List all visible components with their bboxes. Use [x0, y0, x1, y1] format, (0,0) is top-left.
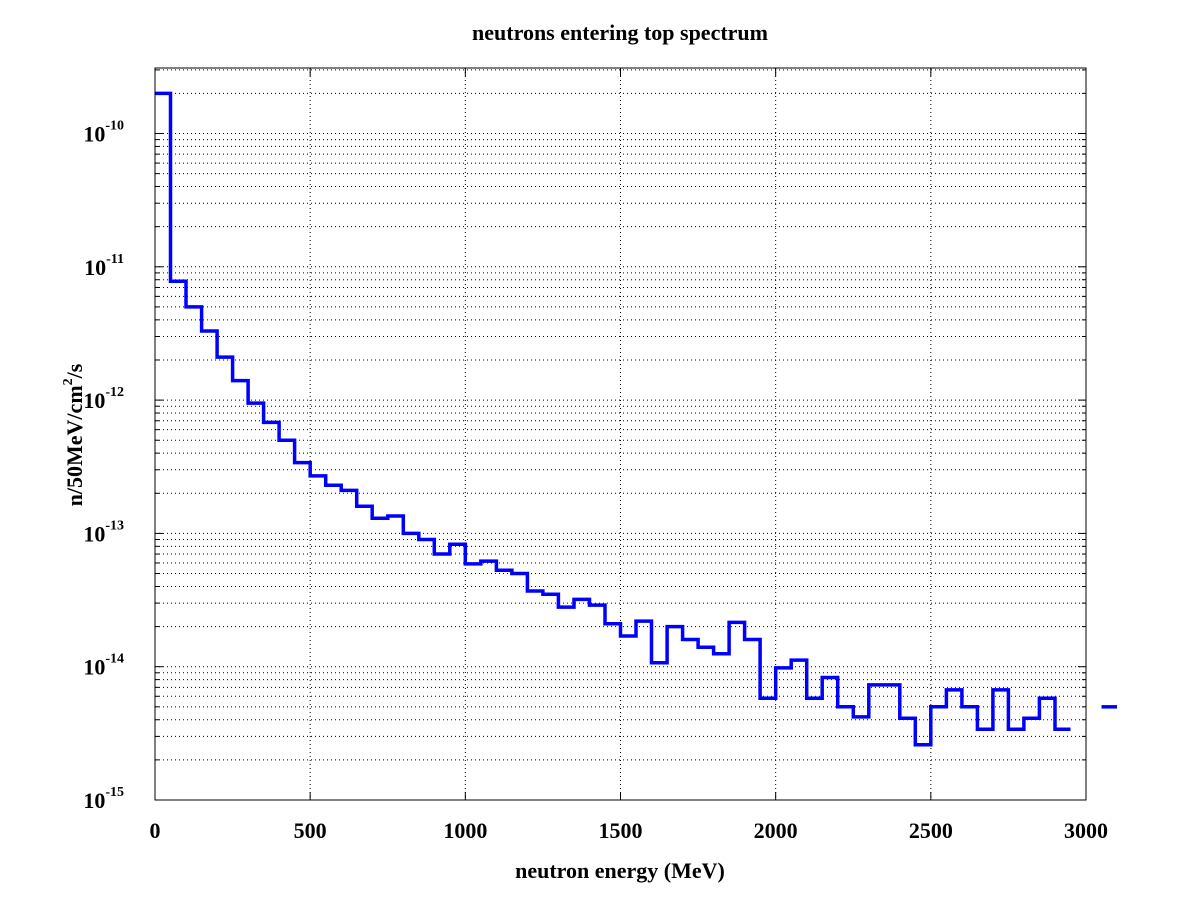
y-tick-label: 10-10	[83, 119, 124, 147]
y-axis-label: n/50MeV/cm2/s	[61, 363, 87, 506]
y-tick-base: 10	[83, 655, 105, 680]
y-tick-base: 10	[83, 521, 105, 546]
y-tick-exponent: -10	[105, 119, 124, 134]
plot-area	[155, 68, 1086, 800]
y-tick-base: 10	[84, 255, 106, 280]
x-tick-label: 2000	[754, 818, 798, 843]
y-tick-base: 10	[83, 388, 105, 413]
y-tick-base: 10	[83, 122, 105, 147]
y-tick-label: 10-11	[84, 252, 124, 280]
y-axis-label-exponent: 2	[61, 378, 76, 385]
y-tick-label: 10-13	[83, 518, 124, 546]
series-layer	[155, 91, 1071, 747]
x-tick-label: 1000	[443, 818, 487, 843]
series-histogram-line	[155, 91, 1071, 747]
x-tick-label: 0	[150, 818, 161, 843]
y-tick-label: 10-12	[83, 385, 124, 413]
y-tick-exponent: -13	[105, 518, 124, 533]
y-tick-exponent: -12	[105, 385, 124, 400]
x-tick-label: 500	[294, 818, 327, 843]
y-tick-exponent: -11	[106, 252, 124, 267]
y-tick-label: 10-15	[83, 785, 124, 813]
y-axis-label-suffix: /s	[62, 363, 87, 379]
y-axis-label-main: n/50MeV/cm	[62, 385, 87, 506]
x-tick-labels: 0 500 1000 1500 2000 2500 3000	[150, 818, 1109, 843]
chart-title: neutrons entering top spectrum	[472, 20, 768, 45]
x-tick-label: 2500	[909, 818, 953, 843]
y-tick-base: 10	[83, 788, 105, 813]
x-tick-label: 1500	[599, 818, 643, 843]
y-tick-exponent: -15	[105, 785, 124, 800]
axis-ticks	[154, 68, 1087, 801]
x-axis-label: neutron energy (MeV)	[515, 858, 725, 883]
plot-frame	[154, 67, 1087, 801]
x-tick-label: 3000	[1064, 818, 1108, 843]
y-tick-label: 10-14	[83, 652, 124, 680]
y-tick-exponent: -14	[105, 652, 124, 667]
